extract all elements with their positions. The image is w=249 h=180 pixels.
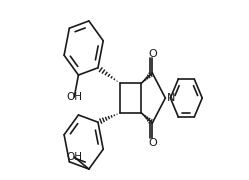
Text: OH: OH xyxy=(66,152,82,162)
Text: OH: OH xyxy=(66,92,82,102)
Text: O: O xyxy=(148,138,157,147)
Text: O: O xyxy=(148,48,157,58)
Text: N: N xyxy=(167,93,175,103)
